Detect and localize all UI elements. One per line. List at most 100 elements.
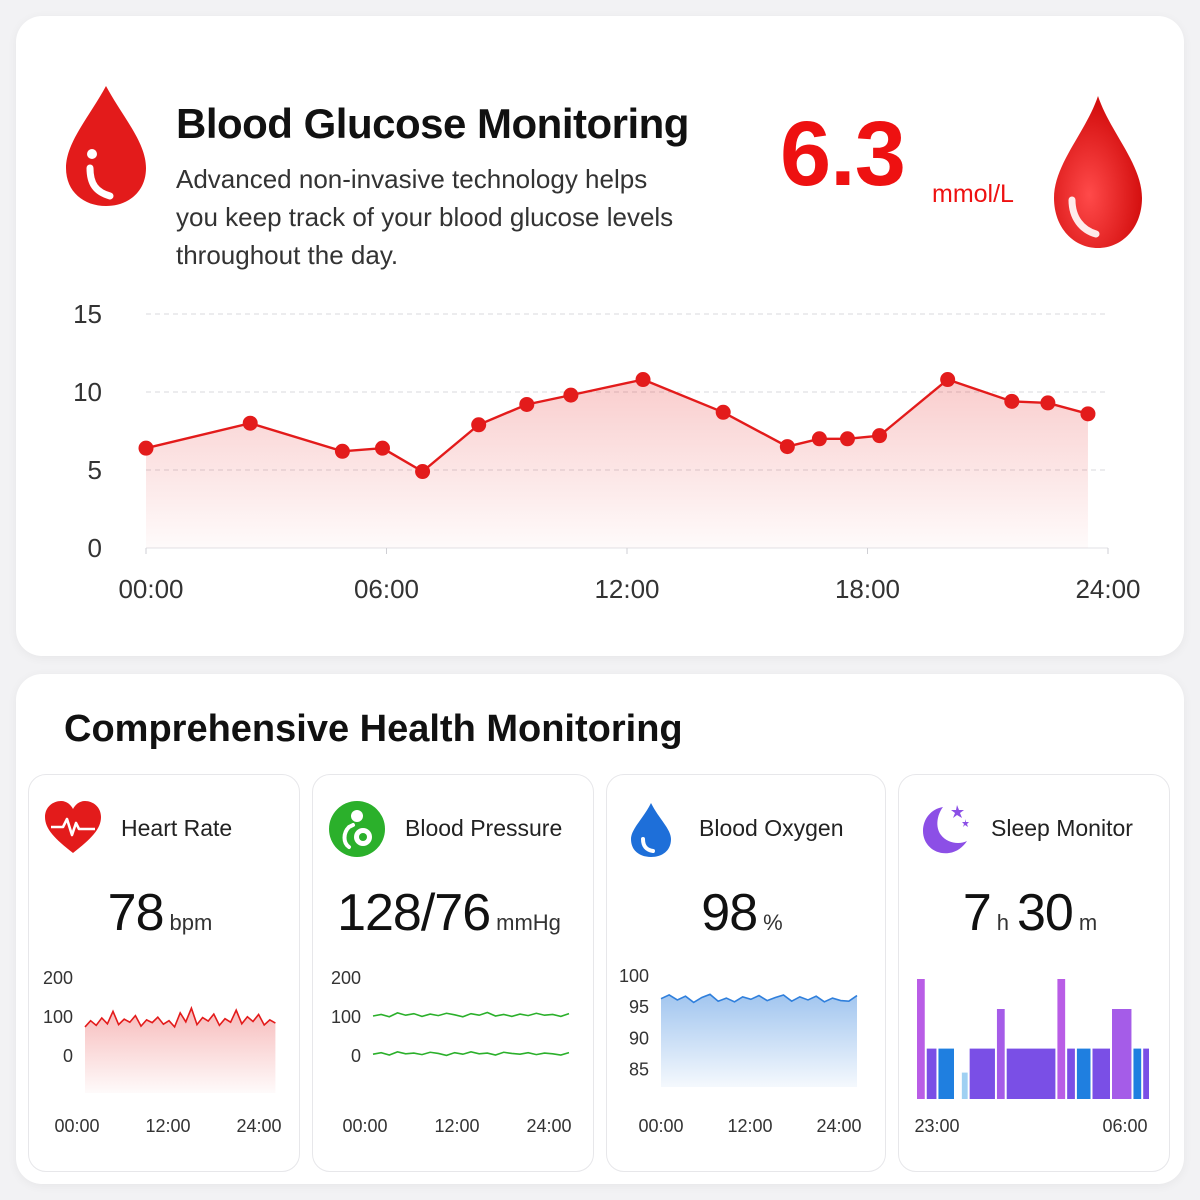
glucose-x-tick: 24:00 — [1075, 574, 1140, 604]
blood-oxygen-x-tick: 00:00 — [638, 1116, 683, 1136]
health-panel: Comprehensive Health Monitoring Heart Ra… — [16, 674, 1184, 1184]
glucose-point — [839, 431, 855, 447]
moon-stars-icon — [923, 805, 969, 854]
blood-oxygen-x-tick: 24:00 — [816, 1116, 861, 1136]
glucose-description: Advanced non-invasive technology helps y… — [176, 164, 674, 270]
glucose-y-tick: 15 — [73, 299, 102, 329]
glucose-point — [940, 372, 956, 388]
glucose-area — [146, 379, 1088, 548]
sleep-chart: 23:00 06:00 — [914, 979, 1149, 1136]
heart_rate-y-tick: 200 — [43, 968, 73, 988]
glucose-point — [563, 387, 579, 403]
sleep-stage-bar — [1143, 1048, 1149, 1099]
blood-oxygen-unit: % — [763, 910, 783, 935]
sleep-minutes-number: 30 — [1017, 884, 1074, 942]
blood-oxygen-y-tick: 90 — [629, 1028, 649, 1048]
heart_rate-y-tick: 0 — [63, 1046, 73, 1066]
blood-pressure-icon — [329, 801, 385, 857]
heart-rate-number: 78 — [107, 884, 165, 942]
glucose-x-tick: 06:00 — [354, 574, 419, 604]
glucose-point — [1080, 406, 1096, 422]
blood-oxygen-value: 98% — [607, 883, 885, 943]
blood-oxygen-label: Blood Oxygen — [699, 815, 844, 841]
glucose-point — [519, 396, 535, 412]
glucose-x-tick: 12:00 — [594, 574, 659, 604]
blood-oxygen-line — [660, 993, 858, 1004]
sleep-stage-bar — [938, 1048, 954, 1099]
heart-rate-x-tick: 24:00 — [236, 1116, 281, 1136]
glucose-point — [374, 440, 390, 456]
blood-drop-icon — [1054, 96, 1142, 248]
sleep-stage-bar — [996, 1009, 1005, 1099]
glucose-y-tick: 0 — [88, 533, 102, 563]
heart-pulse-icon — [45, 801, 101, 853]
blood-oxygen-number: 98 — [701, 884, 758, 942]
sleep-monitor-label: Sleep Monitor — [991, 815, 1133, 841]
blood-oxygen-y-tick: 85 — [629, 1060, 649, 1080]
blood-drop-info-icon — [66, 86, 146, 206]
sleep-minutes-unit: m — [1078, 910, 1098, 935]
heart-rate-chart: 200 100 0 00:00 12:00 24:00 — [43, 968, 282, 1136]
blood-oxygen-area — [661, 994, 857, 1087]
blood-pressure-x-tick: 12:00 — [434, 1116, 479, 1136]
blood-pressure-value: 128/76 mmHg — [313, 883, 593, 943]
glucose-x-tick: 18:00 — [835, 574, 900, 604]
sleep-monitor-card[interactable]: Sleep Monitor 7 h 30 m 23:00 06:00 — [898, 774, 1170, 1172]
blood-pressure-x-tick: 24:00 — [526, 1116, 571, 1136]
glucose-point — [334, 443, 350, 459]
blood-pressure-label: Blood Pressure — [405, 815, 563, 841]
glucose-chart: 0 5 10 15 00:00 06:00 12:00 18:00 24:00 — [73, 299, 1140, 604]
sleep-stage-bar — [926, 1048, 937, 1099]
sleep-stage-bar — [1067, 1048, 1075, 1099]
blood-oxygen-chart: 100 95 90 85 00:00 12:00 24:00 — [619, 966, 862, 1136]
glucose-current-value: 6.3 — [780, 103, 906, 205]
blood-oxygen-y-tick: 95 — [629, 997, 649, 1017]
blood_pressure-y-tick: 200 — [331, 968, 361, 988]
glucose-point — [471, 417, 487, 433]
sleep-hours-number: 7 — [962, 884, 992, 942]
blood-oxygen-x-tick: 12:00 — [727, 1116, 772, 1136]
glucose-point — [1004, 393, 1020, 409]
blood-pressure-chart: 200 100 0 00:00 12:00 24:00 — [331, 968, 572, 1136]
blood-oxygen-card[interactable]: Blood Oxygen 98% 100 95 90 85 00:00 12:00 24:0… — [606, 774, 886, 1172]
glucose-point — [415, 464, 431, 480]
oxygen-drop-icon — [631, 803, 671, 857]
glucose-point — [715, 404, 731, 420]
sleep-x-tick: 06:00 — [1102, 1116, 1147, 1136]
sleep-stage-bar — [969, 1048, 995, 1099]
heart-rate-unit: bpm — [169, 910, 213, 935]
blood-pressure-x-tick: 00:00 — [342, 1116, 387, 1136]
heart-rate-value: 78 bpm — [29, 883, 299, 943]
glucose-x-tick: 00:00 — [118, 574, 183, 604]
sleep-x-tick: 23:00 — [914, 1116, 959, 1136]
sleep-stage-bar — [1006, 1048, 1056, 1099]
heart-rate-area — [85, 1008, 276, 1093]
heart_rate-y-tick: 100 — [43, 1007, 73, 1027]
glucose-point — [779, 439, 795, 455]
blood-pressure-line — [372, 1011, 570, 1018]
sleep-stage-bar — [1112, 1009, 1132, 1099]
blood-pressure-line — [372, 1051, 570, 1057]
blood-pressure-card[interactable]: Blood Pressure 128/76 mmHg 200 100 0 00:00 12… — [312, 774, 594, 1172]
heart-rate-card[interactable]: Heart Rate 78 bpm 200 100 0 00:00 12:00 24:00 — [28, 774, 300, 1172]
sleep-stage-bar — [1057, 979, 1066, 1099]
glucose-point — [138, 440, 154, 456]
blood-pressure-unit: mmHg — [496, 910, 561, 935]
heart-rate-label: Heart Rate — [121, 815, 233, 841]
glucose-point — [635, 372, 651, 388]
blood_pressure-y-tick: 100 — [331, 1007, 361, 1027]
glucose-point — [1040, 395, 1056, 411]
glucose-panel: Blood Glucose Monitoring Advanced non-in… — [16, 16, 1184, 656]
glucose-y-tick: 5 — [88, 455, 102, 485]
health-title: Comprehensive Health Monitoring — [64, 708, 683, 750]
blood-pressure-number: 128/76 — [337, 884, 491, 942]
glucose-unit: mmol/L — [932, 180, 1014, 208]
sleep-stage-bar — [1092, 1048, 1110, 1099]
glucose-point — [872, 428, 888, 444]
heart-rate-x-tick: 12:00 — [145, 1116, 190, 1136]
glucose-point — [811, 431, 827, 447]
heart-rate-x-tick: 00:00 — [54, 1116, 99, 1136]
sleep-stage-bar — [917, 979, 925, 1099]
glucose-title: Blood Glucose Monitoring — [176, 100, 689, 147]
glucose-y-tick: 10 — [73, 377, 102, 407]
